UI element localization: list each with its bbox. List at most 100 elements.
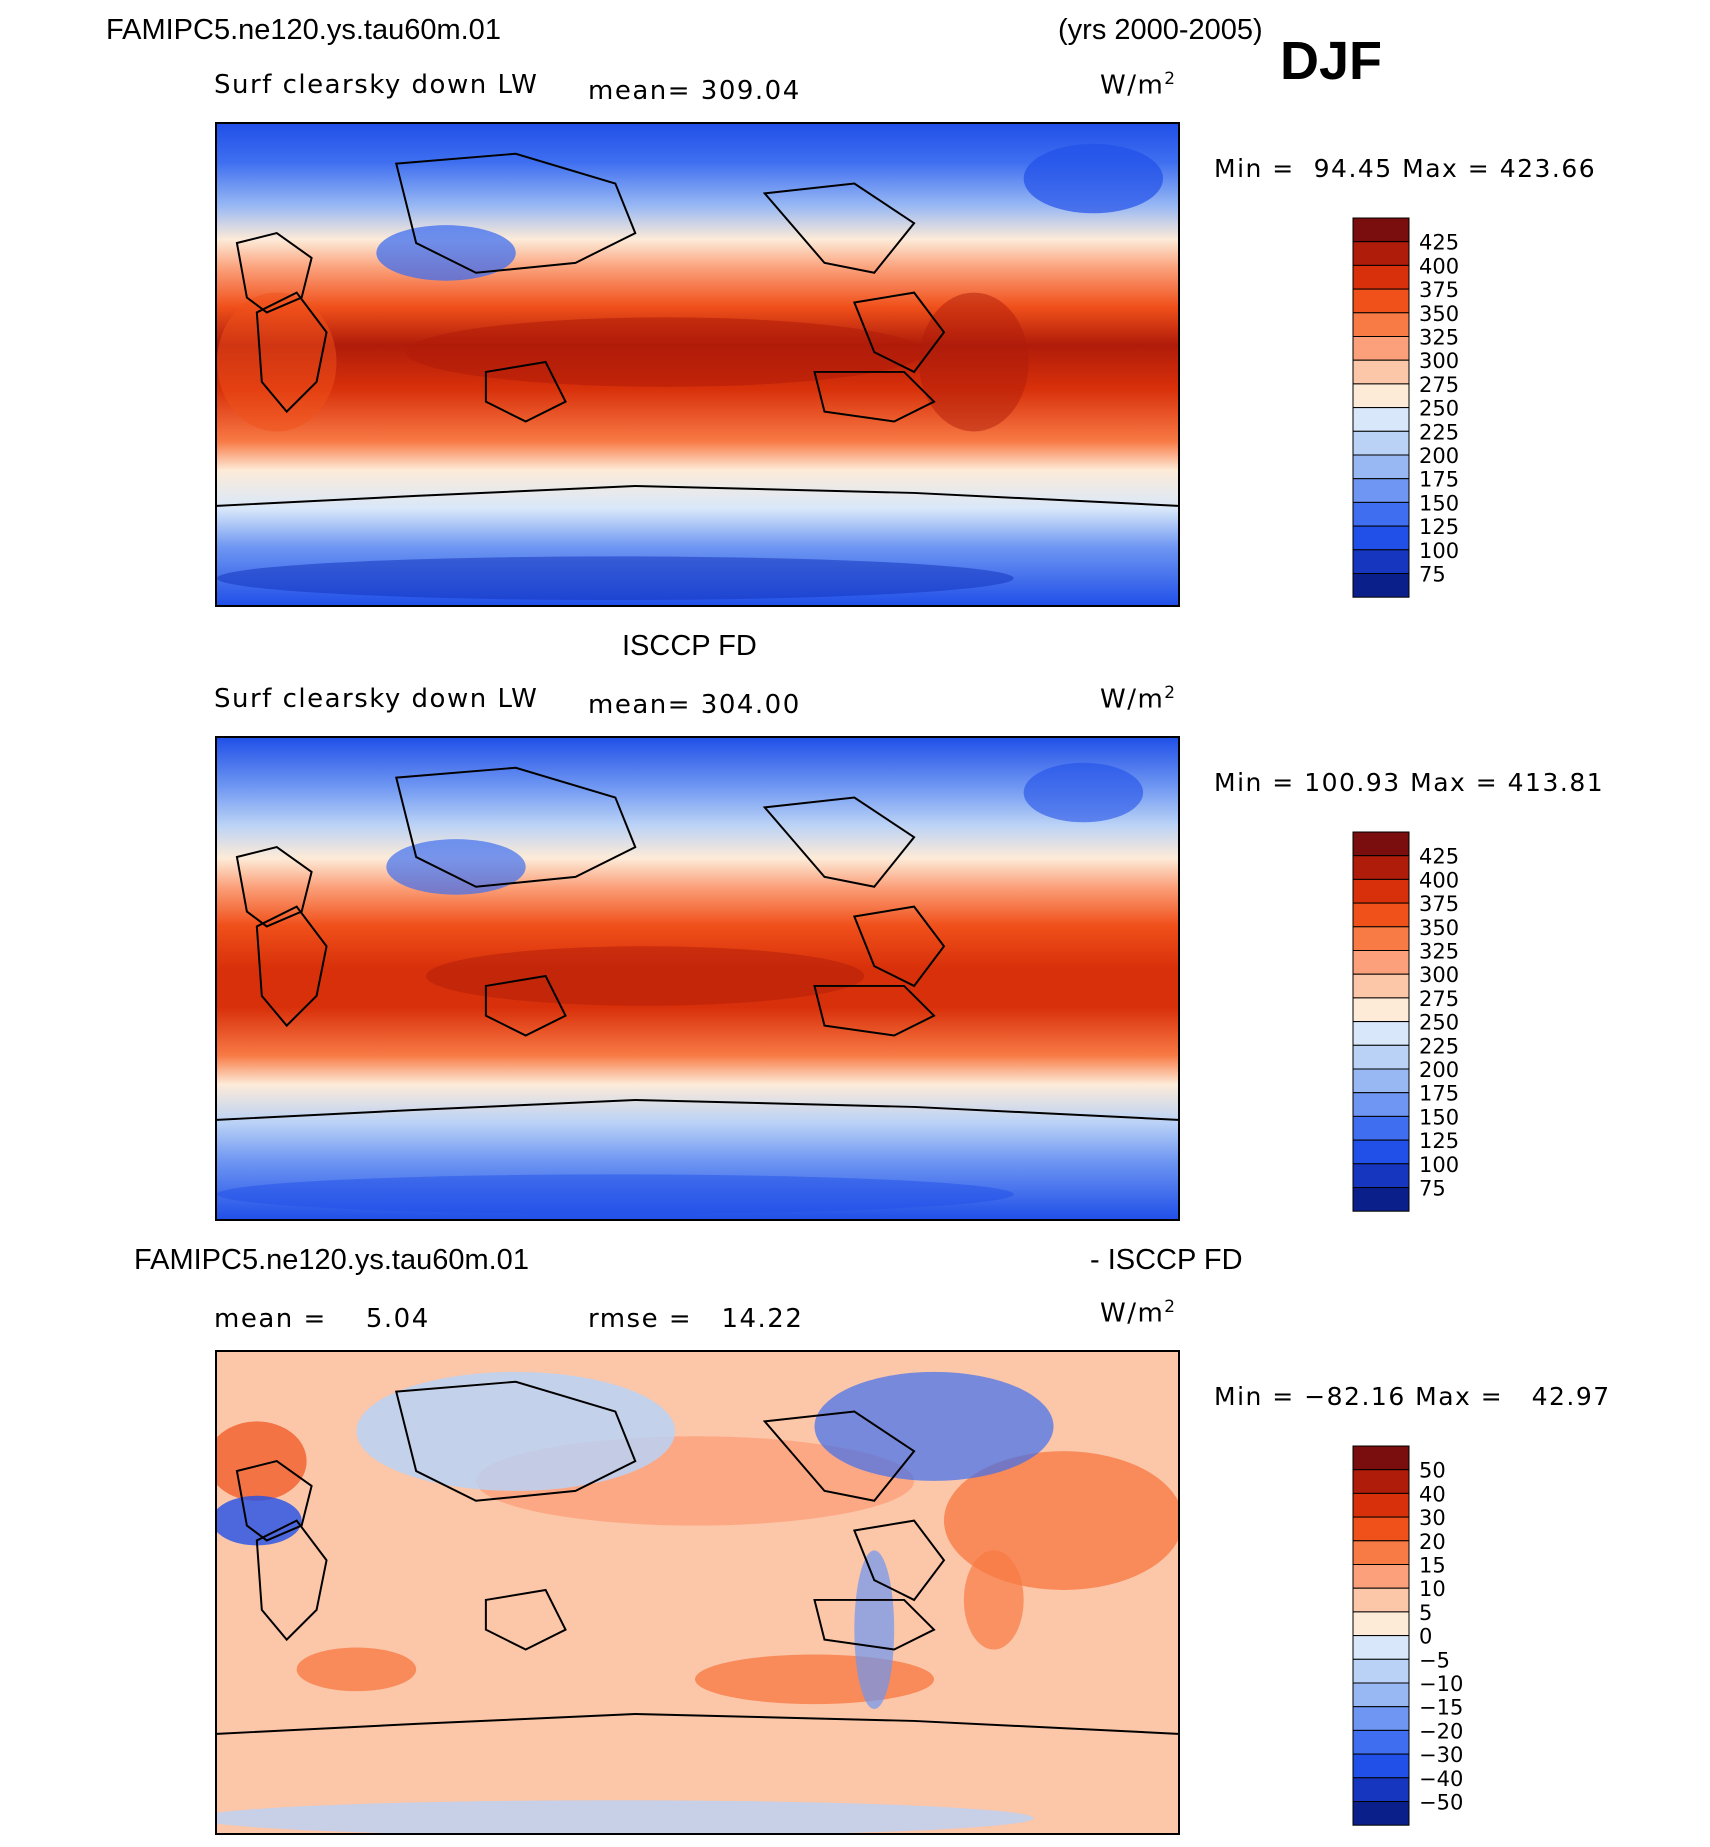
colorbar-tick-label: −15 bbox=[1419, 1696, 1463, 1720]
colorbar-swatch bbox=[1352, 383, 1410, 409]
colorbar-swatch bbox=[1352, 478, 1410, 503]
colorbar-tick-label: 225 bbox=[1419, 1034, 1459, 1058]
colorbar-tick-label: −40 bbox=[1419, 1767, 1463, 1791]
colorbar-tick-label: 75 bbox=[1419, 1177, 1446, 1201]
colorbar-tick-label: 175 bbox=[1419, 1082, 1459, 1106]
years-label: (yrs 2000-2005) bbox=[1058, 14, 1263, 46]
colorbar-swatch bbox=[1352, 1540, 1410, 1566]
colorbar-tick-label: 400 bbox=[1419, 868, 1459, 892]
colorbar-tick-label: 75 bbox=[1419, 563, 1446, 587]
panel2-map bbox=[215, 736, 1180, 1221]
panel3-units: W/m2 bbox=[1100, 1296, 1177, 1329]
colorbar-tick-label: 20 bbox=[1419, 1530, 1446, 1554]
colorbar-swatch bbox=[1352, 997, 1410, 1023]
colorbar-tick-label: 350 bbox=[1419, 302, 1459, 326]
colorbar-tick-label: 300 bbox=[1419, 349, 1459, 373]
panel3-title-right: - ISCCP FD bbox=[1090, 1244, 1243, 1276]
colorbar-swatch bbox=[1352, 1564, 1410, 1589]
colorbar-tick-label: 425 bbox=[1419, 845, 1459, 869]
colorbar-tick-label: 350 bbox=[1419, 916, 1459, 940]
colorbar-tick-label: −10 bbox=[1419, 1672, 1463, 1696]
colorbar-tick-label: 250 bbox=[1419, 397, 1459, 421]
colorbar-swatch bbox=[1352, 1068, 1410, 1094]
panel2-units: W/m2 bbox=[1100, 682, 1177, 715]
colorbar-swatch bbox=[1352, 1611, 1410, 1637]
colorbar-swatch bbox=[1352, 1092, 1410, 1117]
panel3-field bbox=[217, 1352, 1178, 1833]
colorbar-swatch bbox=[1352, 1492, 1410, 1518]
colorbar-swatch bbox=[1352, 1139, 1410, 1165]
colorbar-tick-label: 50 bbox=[1419, 1459, 1446, 1483]
colorbar-swatch bbox=[1352, 973, 1410, 999]
colorbar-tick-label: 275 bbox=[1419, 373, 1459, 397]
colorbar-swatch bbox=[1352, 359, 1410, 385]
colorbar-swatch bbox=[1352, 525, 1410, 551]
panel1-map bbox=[215, 122, 1180, 607]
colorbar-tick-label: 200 bbox=[1419, 1058, 1459, 1082]
colorbar-tick-label: −30 bbox=[1419, 1743, 1463, 1767]
colorbar-swatch bbox=[1352, 573, 1410, 598]
colorbar-swatch bbox=[1352, 1516, 1410, 1542]
colorbar-tick-label: 400 bbox=[1419, 254, 1459, 278]
colorbar-tick-label: 125 bbox=[1419, 1129, 1459, 1153]
colorbar-tick-label: −50 bbox=[1419, 1791, 1463, 1815]
colorbar-absolute-1: 425 400 375 350 325 300 275 250 225 200 175 150 125 1… bbox=[1352, 217, 1473, 598]
colorbar-swatch bbox=[1352, 1187, 1410, 1212]
panel3-rmse: rmse = 14.22 bbox=[588, 1304, 804, 1334]
colorbar-tick-label: 0 bbox=[1419, 1625, 1432, 1649]
panel1-units: W/m2 bbox=[1100, 68, 1177, 101]
colorbar-swatch bbox=[1352, 1115, 1410, 1141]
colorbar-tick-label: 10 bbox=[1419, 1577, 1446, 1601]
colorbar-tick-label: 250 bbox=[1419, 1011, 1459, 1035]
colorbar-swatch bbox=[1352, 1021, 1410, 1046]
colorbar-swatch bbox=[1352, 1801, 1410, 1826]
colorbar-tick-label: 100 bbox=[1419, 539, 1459, 563]
colorbar-tick-label: 300 bbox=[1419, 963, 1459, 987]
colorbar-swatch bbox=[1352, 1635, 1410, 1660]
colorbar-swatch bbox=[1352, 288, 1410, 314]
colorbar-swatch bbox=[1352, 926, 1410, 952]
colorbar-tick-label: 325 bbox=[1419, 940, 1459, 964]
colorbar-tick-label: 40 bbox=[1419, 1482, 1446, 1506]
colorbar-tick-label: 375 bbox=[1419, 278, 1459, 302]
colorbar-swatch bbox=[1352, 1445, 1410, 1471]
colorbar-tick-label: 200 bbox=[1419, 444, 1459, 468]
colorbar-tick-label: 375 bbox=[1419, 892, 1459, 916]
colorbar-tick-label: 30 bbox=[1419, 1506, 1446, 1530]
colorbar-tick-label: −20 bbox=[1419, 1719, 1463, 1743]
panel3-mean: mean = 5.04 bbox=[214, 1304, 430, 1334]
colorbar-tick-label: 225 bbox=[1419, 420, 1459, 444]
colorbar-tick-label: 125 bbox=[1419, 515, 1459, 539]
colorbar-tick-label: 425 bbox=[1419, 231, 1459, 255]
colorbar-swatch bbox=[1352, 1587, 1410, 1613]
panel2-title: ISCCP FD bbox=[622, 630, 757, 662]
colorbar-absolute-2: 425 400 375 350 325 300 275 250 225 200 175 150 125 1… bbox=[1352, 831, 1473, 1212]
colorbar-swatch bbox=[1352, 501, 1410, 527]
panel1-minmax: Min = 94.45 Max = 423.66 bbox=[1214, 154, 1597, 183]
colorbar-swatch bbox=[1352, 264, 1410, 290]
colorbar-swatch bbox=[1352, 1044, 1410, 1070]
colorbar-swatch bbox=[1352, 217, 1410, 243]
colorbar-tick-label: 100 bbox=[1419, 1153, 1459, 1177]
panel2-minmax: Min = 100.93 Max = 413.81 bbox=[1214, 768, 1605, 797]
colorbar-swatch bbox=[1352, 430, 1410, 456]
colorbar-swatch bbox=[1352, 454, 1410, 480]
colorbar-swatch bbox=[1352, 1163, 1410, 1188]
colorbar-swatch bbox=[1352, 902, 1410, 928]
colorbar-tick-label: 150 bbox=[1419, 491, 1459, 515]
colorbar-swatch bbox=[1352, 336, 1410, 361]
panel3-minmax: Min = −82.16 Max = 42.97 bbox=[1214, 1382, 1611, 1411]
colorbar-swatch bbox=[1352, 1706, 1410, 1731]
colorbar-swatch bbox=[1352, 831, 1410, 857]
colorbar-swatch bbox=[1352, 549, 1410, 574]
panel3-title-left: FAMIPC5.ne120.ys.tau60m.01 bbox=[134, 1244, 529, 1276]
colorbar-swatch bbox=[1352, 855, 1410, 880]
colorbar-swatch bbox=[1352, 312, 1410, 338]
colorbar-tick-label: 150 bbox=[1419, 1105, 1459, 1129]
colorbar-tick-label: 275 bbox=[1419, 987, 1459, 1011]
panel2-field bbox=[217, 738, 1178, 1219]
panel2-variable: Surf clearsky down LW bbox=[214, 684, 539, 714]
colorbar-tick-label: −5 bbox=[1419, 1648, 1450, 1672]
colorbar-swatch bbox=[1352, 1729, 1410, 1755]
colorbar-swatch bbox=[1352, 1658, 1410, 1684]
